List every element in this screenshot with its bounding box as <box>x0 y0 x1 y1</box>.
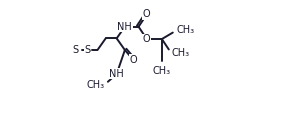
Text: S: S <box>85 45 91 55</box>
Text: CH₃: CH₃ <box>153 66 171 76</box>
Text: NH: NH <box>118 22 132 32</box>
Text: O: O <box>143 34 151 44</box>
Text: O: O <box>129 55 137 65</box>
Text: CH₃: CH₃ <box>86 80 104 90</box>
Text: CH₃: CH₃ <box>172 48 190 58</box>
Text: NH: NH <box>109 69 124 79</box>
Text: S: S <box>72 45 78 55</box>
Text: O: O <box>143 9 151 19</box>
Text: CH₃: CH₃ <box>177 25 195 35</box>
